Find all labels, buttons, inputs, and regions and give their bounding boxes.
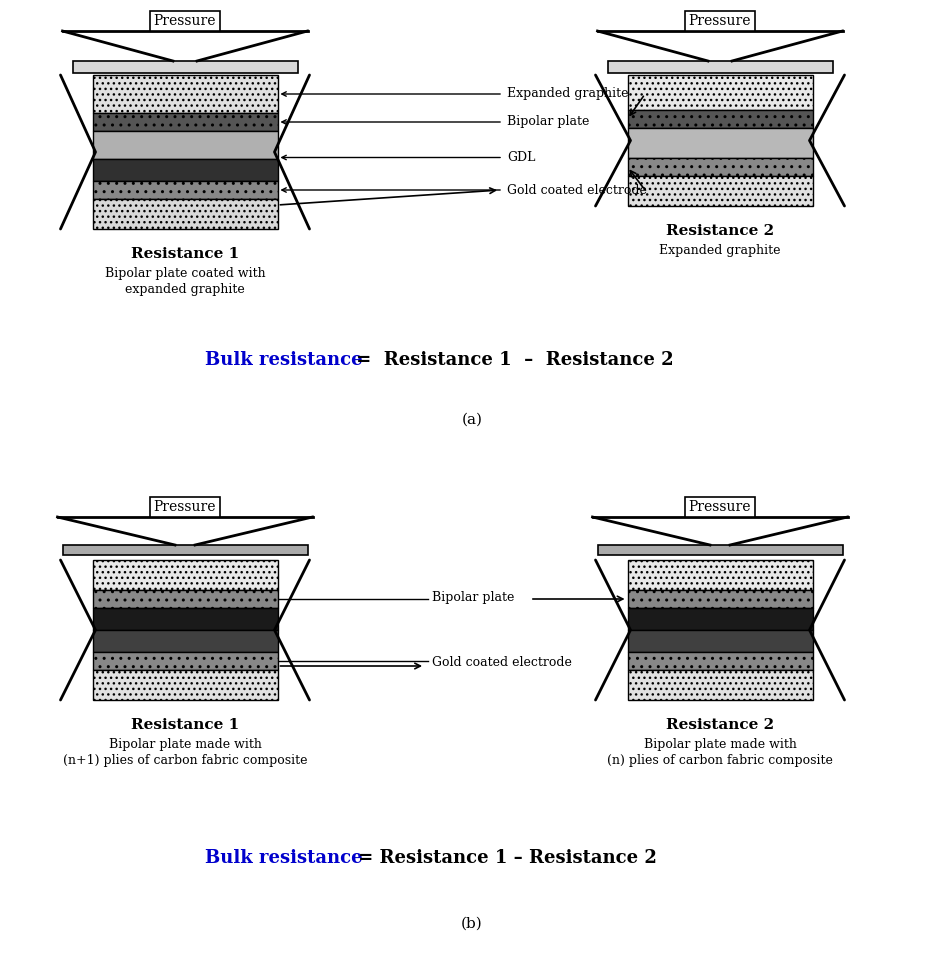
Text: Bipolar plate made with: Bipolar plate made with <box>644 738 797 751</box>
Bar <box>628 75 813 110</box>
Text: Bipolar plate: Bipolar plate <box>507 115 589 129</box>
Bar <box>93 608 278 630</box>
Text: Bipolar plate made with: Bipolar plate made with <box>109 738 261 751</box>
Text: Expanded graphite: Expanded graphite <box>507 88 629 101</box>
Bar <box>628 670 813 700</box>
Text: Pressure: Pressure <box>689 14 751 28</box>
Text: Bipolar plate: Bipolar plate <box>432 590 514 603</box>
Bar <box>93 181 278 199</box>
Text: Resistance 2: Resistance 2 <box>666 224 774 238</box>
Text: Pressure: Pressure <box>689 500 751 514</box>
Bar <box>628 590 813 608</box>
Text: Expanded graphite: Expanded graphite <box>659 244 781 257</box>
Bar <box>93 131 278 159</box>
Bar <box>608 61 833 73</box>
Bar <box>93 75 278 113</box>
Bar <box>628 560 813 590</box>
Text: (n) plies of carbon fabric composite: (n) plies of carbon fabric composite <box>607 754 833 767</box>
Text: Pressure: Pressure <box>154 500 216 514</box>
Text: = Resistance 1 – Resistance 2: = Resistance 1 – Resistance 2 <box>352 849 657 867</box>
Bar <box>93 630 278 652</box>
Text: (a): (a) <box>462 413 482 427</box>
Text: Gold coated electrode: Gold coated electrode <box>507 183 647 196</box>
Bar <box>93 199 278 229</box>
Bar <box>73 61 297 73</box>
Bar <box>62 545 308 555</box>
Bar <box>628 608 813 630</box>
Bar <box>93 560 278 590</box>
Text: (n+1) plies of carbon fabric composite: (n+1) plies of carbon fabric composite <box>62 754 307 767</box>
Text: Gold coated electrode: Gold coated electrode <box>432 657 572 670</box>
Text: Resistance 2: Resistance 2 <box>666 718 774 732</box>
Bar <box>628 652 813 670</box>
Text: =  Resistance 1  –  Resistance 2: = Resistance 1 – Resistance 2 <box>350 351 674 369</box>
Bar <box>93 670 278 700</box>
Text: GDL: GDL <box>507 151 535 164</box>
Bar <box>628 630 813 652</box>
Bar <box>628 128 813 158</box>
Text: Bipolar plate coated with: Bipolar plate coated with <box>105 267 265 280</box>
Text: Resistance 1: Resistance 1 <box>131 718 239 732</box>
Bar <box>93 590 278 608</box>
Bar <box>93 159 278 181</box>
Bar <box>93 652 278 670</box>
Text: (b): (b) <box>461 917 483 931</box>
Text: Resistance 1: Resistance 1 <box>131 247 239 261</box>
Bar <box>628 158 813 176</box>
Text: Bulk resistance: Bulk resistance <box>205 849 362 867</box>
Bar <box>628 110 813 128</box>
Bar <box>598 545 842 555</box>
Bar <box>93 113 278 131</box>
Text: Pressure: Pressure <box>154 14 216 28</box>
Text: expanded graphite: expanded graphite <box>126 283 244 296</box>
Bar <box>628 176 813 206</box>
Text: Bulk resistance: Bulk resistance <box>205 351 362 369</box>
